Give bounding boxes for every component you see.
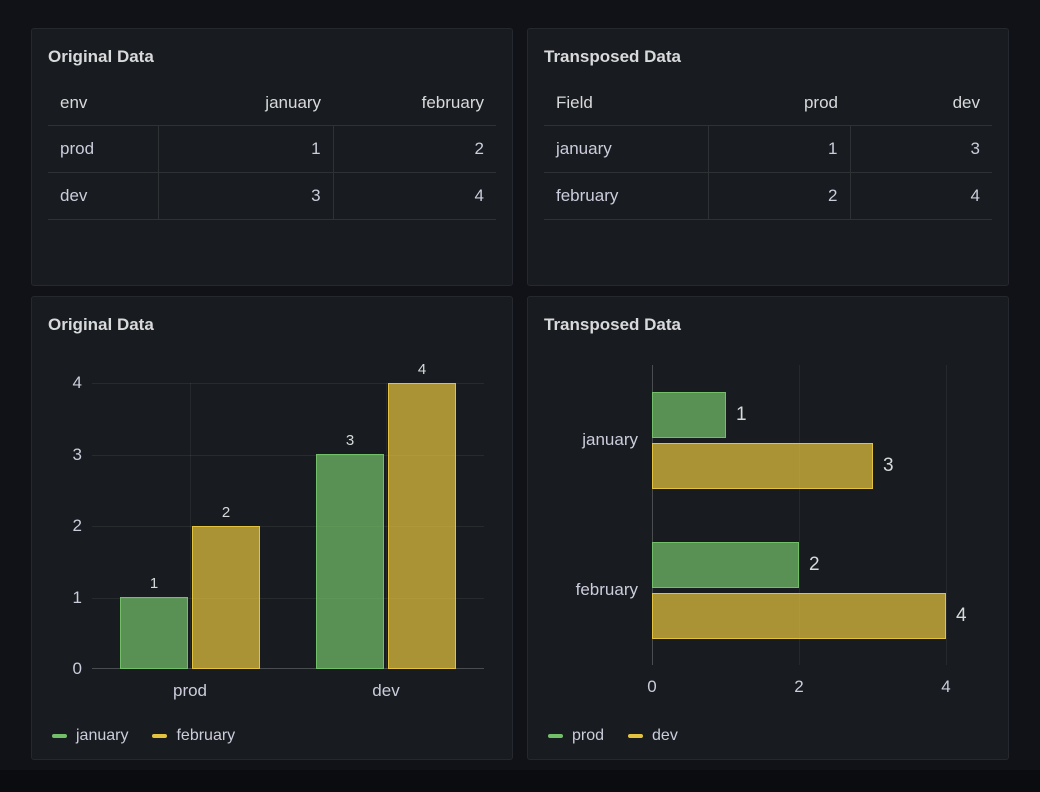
bar-prod-january bbox=[652, 392, 726, 438]
table-row: february 2 4 bbox=[544, 172, 992, 220]
gridline bbox=[92, 598, 484, 599]
gridline bbox=[92, 383, 484, 384]
legend-item-prod[interactable]: prod bbox=[548, 727, 604, 745]
x-axis-category-label: prod bbox=[172, 681, 208, 700]
y-axis-tick-label: 0 bbox=[72, 659, 82, 678]
table-cell: 1 bbox=[158, 125, 334, 173]
panel-transposed-data-table: Transposed Data Field prod dev january 1 3 feb… bbox=[527, 28, 1009, 286]
bar-value-label: 2 bbox=[809, 554, 820, 575]
y-axis-tick-label: 1 bbox=[72, 588, 82, 607]
table-row: january 1 3 bbox=[544, 125, 992, 173]
table-cell: february bbox=[544, 172, 708, 220]
table-cell: 2 bbox=[707, 172, 850, 220]
column-header-Field[interactable]: Field bbox=[556, 93, 593, 112]
column-header-january[interactable]: january bbox=[265, 93, 322, 112]
bar-february-prod bbox=[192, 526, 260, 669]
y-axis-category-label: february bbox=[575, 580, 638, 599]
legend-color-pill bbox=[548, 734, 563, 738]
panel-title: Original Data bbox=[48, 315, 154, 334]
table-cell: 4 bbox=[849, 172, 992, 220]
gridline bbox=[799, 365, 800, 665]
legend-label: prod bbox=[572, 727, 605, 744]
x-axis-category-label: dev bbox=[372, 681, 400, 700]
gridline bbox=[946, 365, 947, 665]
legend-item-dev[interactable]: dev bbox=[628, 727, 678, 745]
table-cell: 3 bbox=[158, 172, 334, 220]
bar-prod-february bbox=[652, 542, 799, 588]
y-axis-tick-label: 4 bbox=[72, 373, 82, 392]
legend-color-pill bbox=[152, 734, 168, 738]
dashboard: Original Data env january february prod 1 2 de… bbox=[31, 28, 1009, 760]
table-cell: 1 bbox=[707, 125, 850, 173]
table-header-row: Field prod dev bbox=[544, 89, 992, 126]
table-cell: 4 bbox=[332, 172, 496, 220]
y-axis-tick-label: 3 bbox=[72, 445, 82, 464]
bar-value-label: 3 bbox=[883, 455, 894, 476]
y-axis-line bbox=[652, 365, 653, 665]
plot-area: 0 1 2 3 4 prod 1 2 dev 3 4 bbox=[73, 361, 484, 700]
bar-value-label: 2 bbox=[221, 504, 231, 521]
bar-february-dev bbox=[388, 383, 456, 669]
table-row: prod 1 2 bbox=[48, 125, 496, 173]
column-header-dev[interactable]: dev bbox=[952, 93, 980, 112]
legend-label: january bbox=[76, 727, 129, 744]
gridline bbox=[190, 383, 191, 669]
bar-january-prod bbox=[120, 597, 188, 669]
bar-value-label: 4 bbox=[417, 361, 427, 378]
legend-color-pill bbox=[628, 734, 644, 738]
x-axis-tick-label: 2 bbox=[794, 677, 804, 696]
column-header-env[interactable]: env bbox=[60, 93, 88, 112]
plot-area: 0 2 4 january 1 3 february 2 4 bbox=[576, 365, 967, 696]
original-data-bar-chart: 0 1 2 3 4 prod 1 2 dev 3 4 bbox=[48, 357, 496, 711]
gridline bbox=[92, 455, 484, 456]
panel-original-data-table: Original Data env january february prod 1 2 de… bbox=[31, 28, 513, 286]
column-header-february[interactable]: february bbox=[421, 93, 484, 112]
bar-value-label: 1 bbox=[736, 404, 747, 425]
table-cell: dev bbox=[48, 172, 159, 220]
panel-transposed-data-chart: Transposed Data 0 2 4 january 1 3 february 2 4 p… bbox=[527, 296, 1009, 760]
y-axis-tick-label: 2 bbox=[72, 516, 82, 535]
table-cell: prod bbox=[48, 125, 159, 173]
gridline bbox=[386, 383, 387, 669]
table-cell: january bbox=[544, 125, 708, 173]
bar-value-label: 1 bbox=[149, 575, 159, 592]
table-header-row: env january february bbox=[48, 89, 496, 126]
bar-value-label: 4 bbox=[956, 605, 967, 626]
panel-title: Transposed Data bbox=[544, 47, 681, 66]
y-axis-category-label: january bbox=[582, 430, 638, 449]
window-bottom-edge bbox=[0, 770, 1040, 792]
table-cell: 2 bbox=[332, 125, 496, 173]
legend-color-pill bbox=[52, 734, 67, 738]
bar-value-label: 3 bbox=[345, 432, 355, 449]
table-cell: 3 bbox=[849, 125, 992, 173]
legend-label: dev bbox=[652, 727, 678, 744]
panel-title: Original Data bbox=[48, 47, 154, 66]
bar-dev-january bbox=[652, 443, 873, 489]
legend-label: february bbox=[176, 727, 236, 744]
x-axis-tick-label: 4 bbox=[941, 677, 951, 696]
panel-title: Transposed Data bbox=[544, 315, 681, 334]
column-header-prod[interactable]: prod bbox=[803, 93, 838, 112]
panel-original-data-chart: Original Data 0 1 2 3 4 prod 1 2 dev 3 4 january fe… bbox=[31, 296, 513, 760]
legend-item-january[interactable]: january bbox=[52, 727, 128, 745]
legend-item-february[interactable]: february bbox=[152, 727, 235, 745]
transposed-data-bar-chart: 0 2 4 january 1 3 february 2 4 bbox=[544, 357, 992, 711]
transposed-data-table: Field prod dev january 1 3 february 2 4 bbox=[544, 89, 992, 220]
x-axis-line bbox=[92, 668, 484, 669]
bar-january-dev bbox=[316, 454, 384, 669]
gridline bbox=[92, 526, 484, 527]
chart-legend: prod dev bbox=[544, 719, 992, 747]
table-row: dev 3 4 bbox=[48, 172, 496, 220]
original-data-table: env january february prod 1 2 dev 3 4 bbox=[48, 89, 496, 220]
bar-dev-february bbox=[652, 593, 946, 639]
chart-legend: january february bbox=[48, 719, 496, 747]
x-axis-tick-label: 0 bbox=[647, 677, 657, 696]
